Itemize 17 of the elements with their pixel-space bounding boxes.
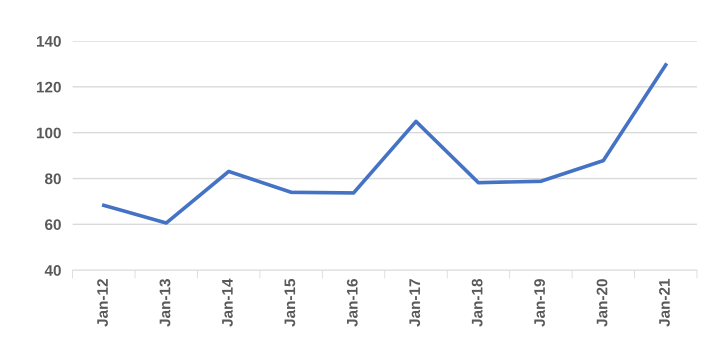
x-tick-label: Jan-18 xyxy=(472,278,483,327)
y-tick-label: 140 xyxy=(36,36,61,47)
y-tick-label: 40 xyxy=(44,265,61,276)
x-tick-label: Jan-12 xyxy=(97,279,108,327)
x-tick-label: Jan-13 xyxy=(160,279,170,327)
x-tick-label: Jan-15 xyxy=(284,278,296,327)
x-tick-label: Jan-16 xyxy=(346,279,358,327)
y-tick-label: 100 xyxy=(36,128,61,138)
x-tick-label: Jan-14 xyxy=(222,278,233,327)
y-tick-label: 60 xyxy=(45,219,61,230)
x-tick-label: Jan-17 xyxy=(409,279,420,327)
y-tick-label: 120 xyxy=(36,82,61,93)
line-series xyxy=(102,63,668,225)
y-tick-label: 80 xyxy=(44,173,61,184)
x-tick-label: Jan-20 xyxy=(596,279,608,327)
x-tick-label: Jan-19 xyxy=(534,279,545,327)
x-tick-label: Jan-21 xyxy=(659,278,670,327)
